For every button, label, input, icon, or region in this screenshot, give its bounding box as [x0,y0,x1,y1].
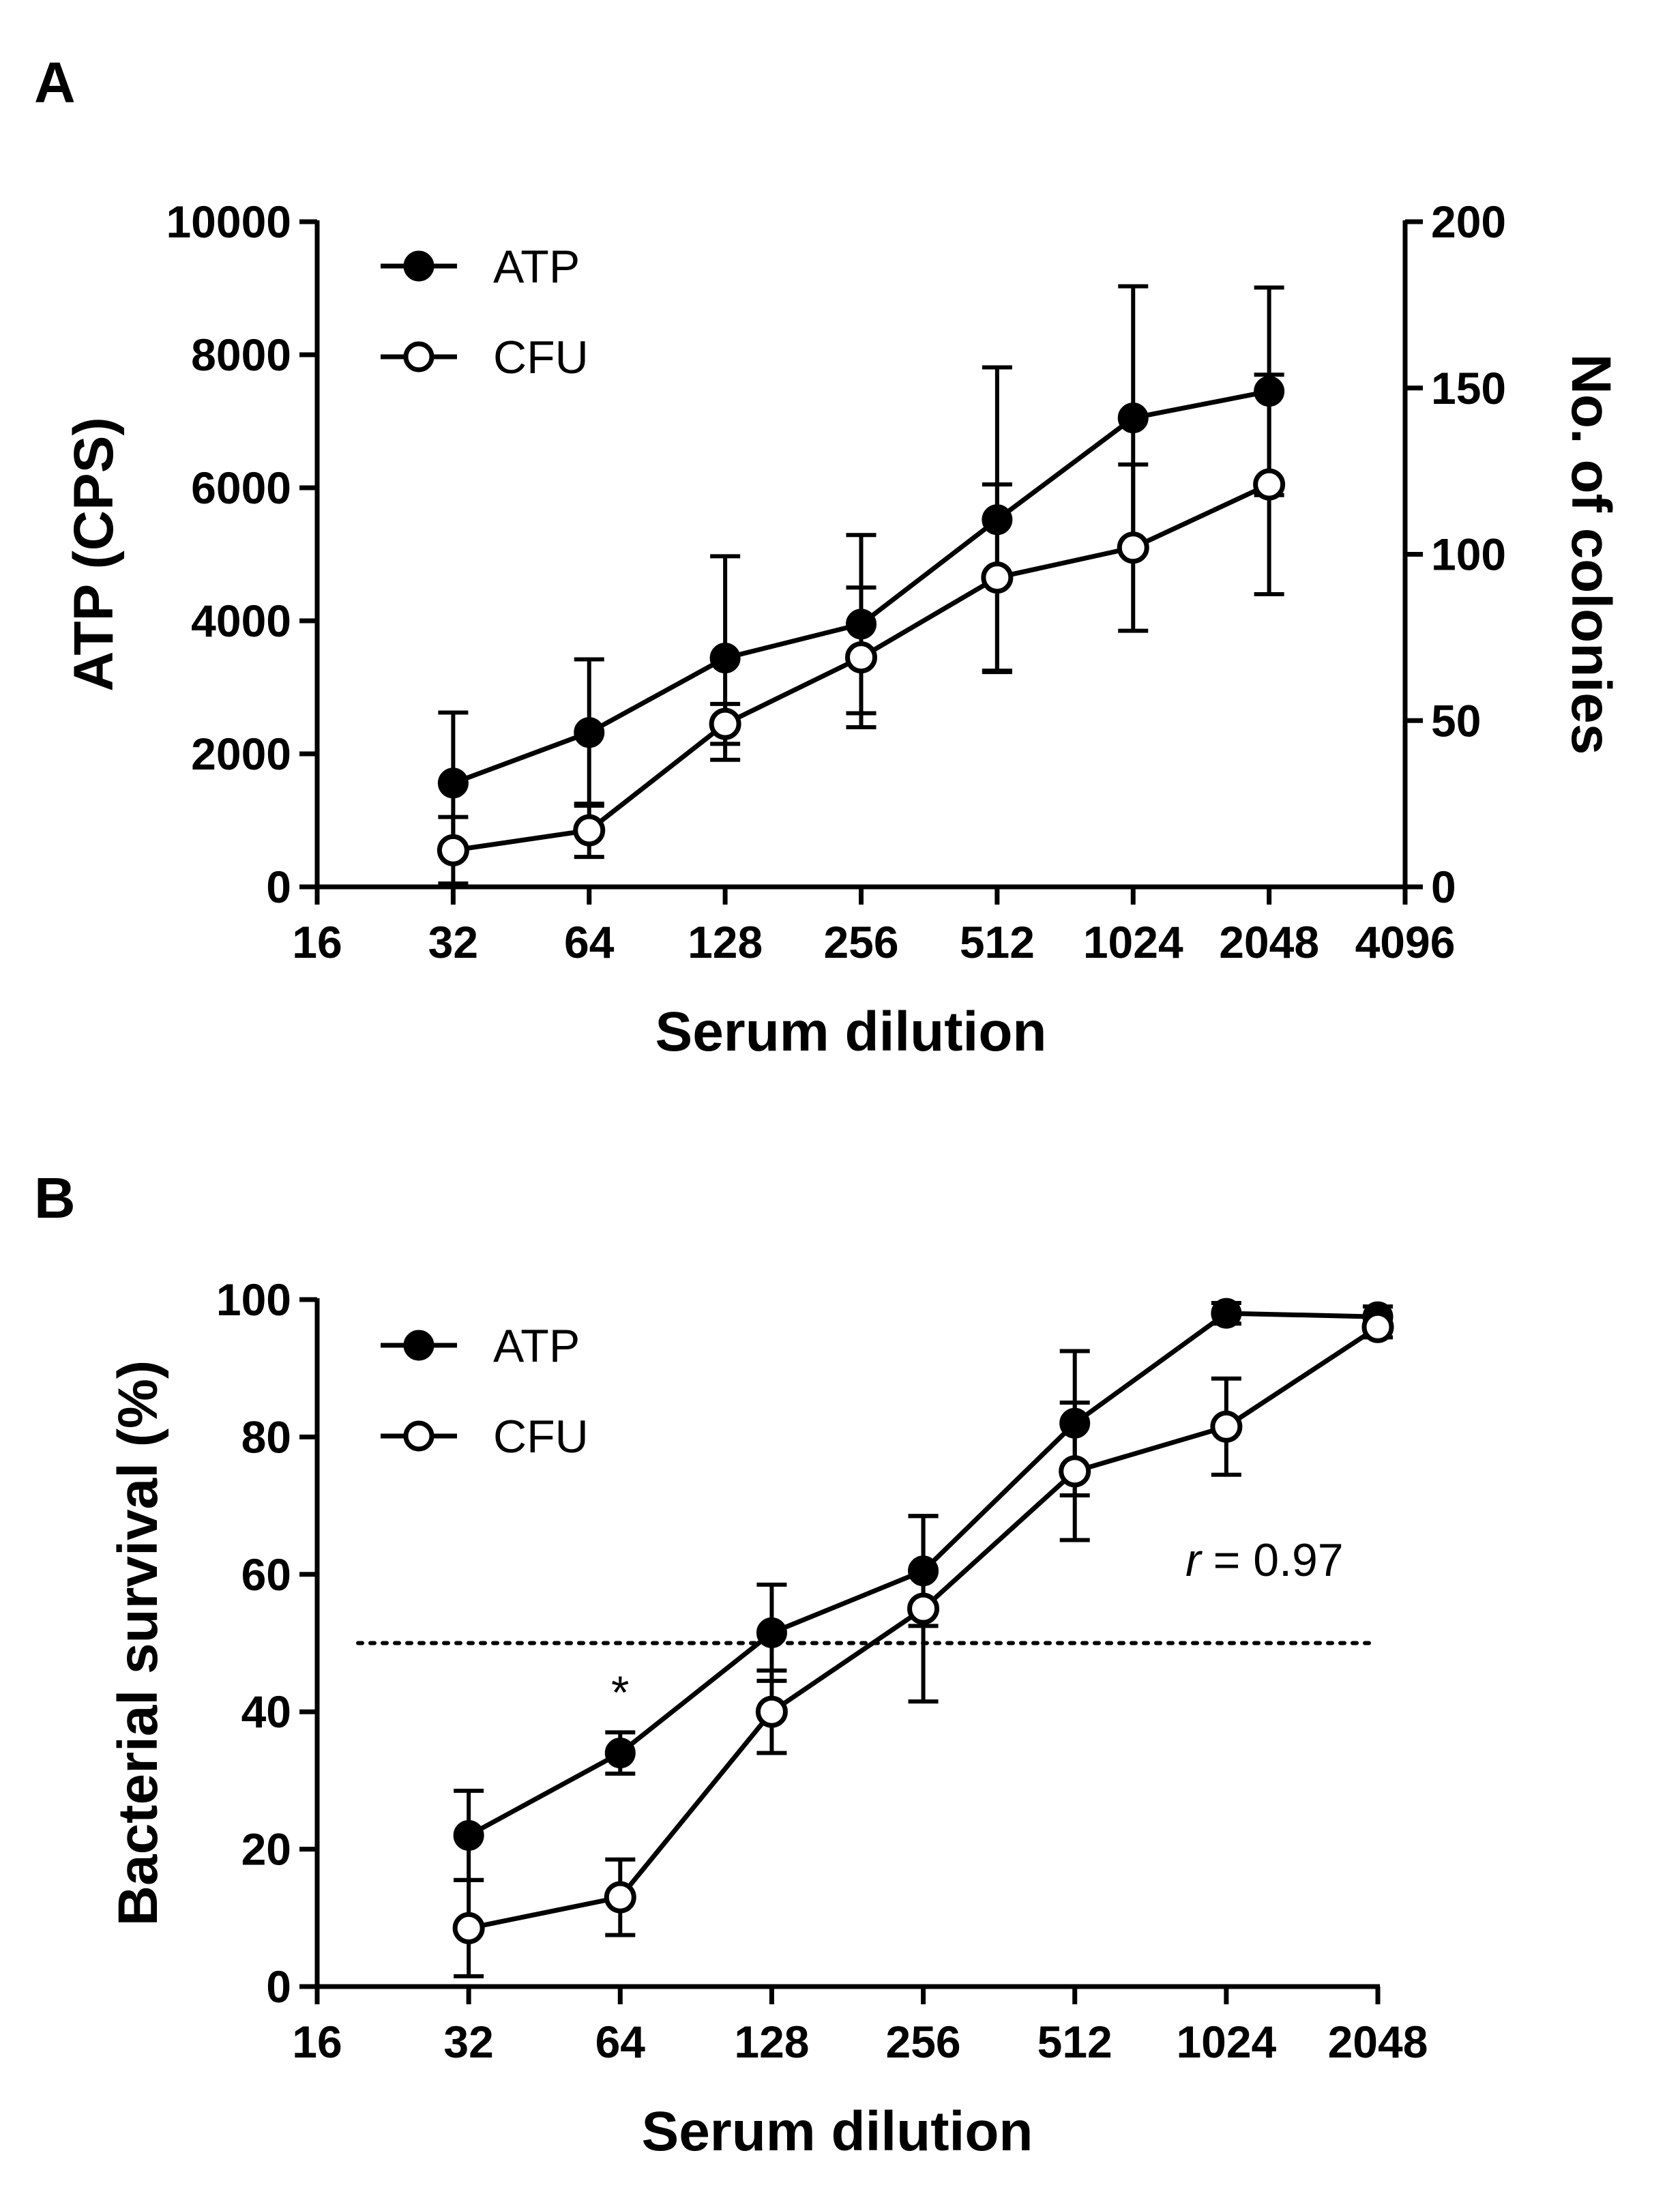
correlation-annotation: r = 0.97 [1185,1534,1344,1586]
x-tick-label: 256 [886,2017,961,2067]
data-point-atp [437,767,469,799]
x-tick-label: 4096 [1355,917,1456,967]
x-tick-label: 512 [1037,2017,1112,2067]
x-tick-label: 16 [292,2017,342,2067]
y-tick-label: 60 [241,1549,291,1600]
y2-tick-label: 50 [1431,695,1481,746]
legend-label: CFU [493,1411,589,1463]
correlation-value: = 0.97 [1213,1534,1344,1586]
y2-tick-label: 150 [1431,363,1506,413]
legend-label: ATP [493,1320,580,1372]
data-point-atp [1254,376,1285,407]
data-point-cfu [604,1881,636,1914]
data-point-cfu [981,561,1014,594]
data-point-cfu [1210,1410,1243,1443]
data-point-atp [908,1555,939,1587]
data-point-atp [1211,1298,1242,1329]
data-point-cfu [1361,1311,1394,1343]
x-tick-label: 256 [823,917,898,967]
y-tick-label: 40 [241,1686,291,1737]
panel-label-a: A [34,50,76,115]
y2-tick-label: 100 [1431,529,1506,580]
legend-label: ATP [493,241,580,293]
data-point-cfu [452,1912,485,1944]
x-tick-label: 2048 [1328,2017,1428,2067]
data-point-atp [1059,1407,1091,1439]
y-tick-label: 4000 [191,596,291,646]
data-point-cfu [709,707,741,740]
y-tick-label: 20 [241,1824,291,1875]
legend-marker [403,250,434,282]
panel-label-b: B [34,1166,76,1230]
correlation-symbol: r [1185,1534,1203,1586]
significance-asterisk: * [611,1667,629,1718]
data-point-cfu [573,814,606,847]
legend-label: CFU [493,332,589,383]
panel-a-chart: 0 2000 4000 6000 8000 10000 0 50 100 150 200 16 32 64… [63,196,1622,1063]
x-tick-label: 32 [443,2017,493,2067]
x-tick-label: 32 [428,917,478,967]
data-point-atp [1117,402,1149,434]
data-point-atp [574,717,605,748]
legend-item-cfu: CFU [381,332,589,383]
data-point-cfu [1117,531,1149,564]
x-tick-label: 512 [960,917,1035,967]
y-axis-title: Bacterial survival (%) [107,1360,169,1927]
x-tick-label: 128 [734,2017,809,2067]
x-tick-label: 64 [564,917,615,967]
legend-item-atp: ATP [381,1320,580,1372]
legend-item-cfu: CFU [381,1411,589,1463]
legend-item-atp: ATP [381,241,580,293]
x-tick-label: 128 [688,917,763,967]
y2-axis-title: No. of colonies [1560,354,1622,755]
data-point-cfu [1059,1455,1091,1488]
y2-tick-label: 0 [1431,862,1456,912]
y-tick-label: 100 [216,1274,291,1325]
data-point-cfu [907,1592,940,1625]
x-tick-label: 16 [292,917,342,967]
data-point-atp [756,1617,787,1648]
y-tick-label: 6000 [191,463,291,513]
data-point-atp [453,1819,484,1851]
legend-marker [403,1420,434,1452]
y-tick-label: 2000 [191,729,291,779]
y-tick-label: 10000 [166,196,291,247]
x-axis-title: Serum dilution [655,1001,1047,1063]
data-point-cfu [845,641,877,674]
y-tick-label: 0 [266,862,291,912]
x-tick-label: 64 [595,2017,646,2067]
x-tick-label: 1024 [1083,917,1183,967]
data-point-cfu [1253,468,1286,501]
y-tick-label: 0 [266,1961,291,2012]
y-tick-label: 8000 [191,330,291,380]
data-point-atp [982,504,1013,536]
x-tick-label: 1024 [1176,2017,1276,2067]
data-point-cfu [755,1695,788,1728]
data-point-cfu [437,834,469,866]
y2-tick-label: 200 [1431,196,1506,247]
data-point-atp [604,1738,636,1769]
y-tick-label: 80 [241,1411,291,1462]
x-tick-label: 2048 [1219,917,1319,967]
data-point-atp [709,643,741,674]
x-axis-title: Serum dilution [642,2100,1033,2163]
legend-marker [403,341,434,372]
y-axis-title: ATP (CPS) [63,417,125,691]
legend-marker [403,1330,434,1361]
panel-b-chart: 0 20 40 60 80 100 16 32 64 128 256 512 1024 2048 Serum… [107,1274,1428,2163]
data-point-atp [846,609,876,640]
